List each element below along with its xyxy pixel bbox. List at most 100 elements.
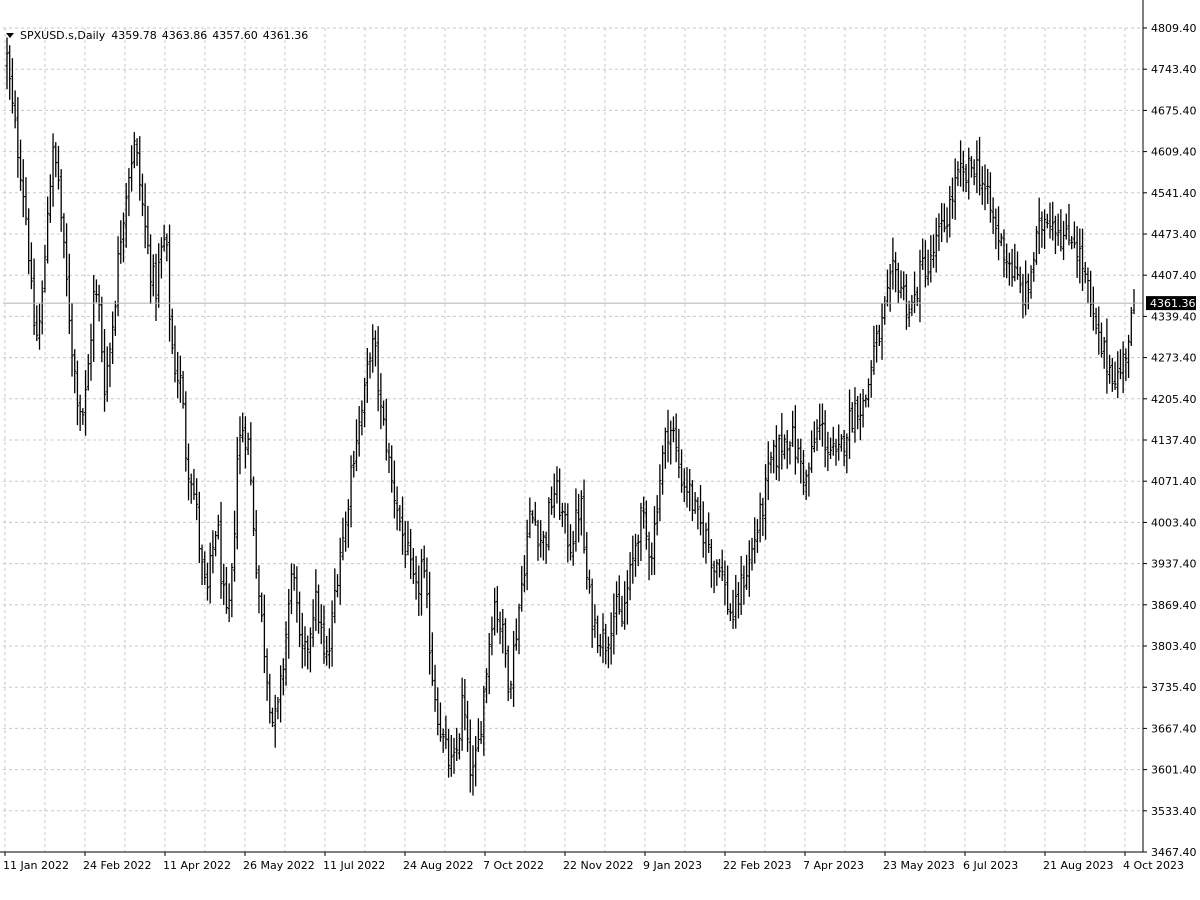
- price-bar: [322, 605, 326, 664]
- price-bar: [235, 437, 239, 550]
- price-bar: [1110, 357, 1114, 392]
- price-bar: [853, 387, 857, 443]
- price-bar: [506, 645, 510, 702]
- price-bar: [468, 719, 472, 793]
- price-bar: [1010, 248, 1014, 287]
- price-bar: [623, 581, 627, 630]
- price-bar: [390, 445, 394, 493]
- price-bar: [490, 616, 494, 656]
- price-bar: [411, 548, 415, 584]
- price-bar: [712, 560, 716, 594]
- price-bar: [807, 462, 811, 497]
- price-bar: [392, 460, 396, 519]
- y-tick-label: 4003.40: [1151, 516, 1197, 529]
- price-bar: [67, 253, 71, 335]
- price-bar: [913, 271, 917, 314]
- price-bar: [197, 491, 201, 564]
- price-bar: [306, 635, 310, 670]
- high-value: 4363.86: [161, 28, 208, 42]
- price-bar: [707, 512, 711, 554]
- price-bar: [224, 567, 228, 614]
- price-bar: [1118, 349, 1122, 380]
- price-bar: [208, 542, 212, 604]
- price-bar: [35, 305, 39, 342]
- price-bar: [671, 416, 675, 443]
- price-bar: [165, 233, 169, 262]
- price-bar: [839, 434, 843, 452]
- price-bar: [341, 517, 345, 561]
- price-bar: [555, 466, 559, 504]
- price-bar: [885, 269, 889, 307]
- price-bar: [463, 679, 467, 731]
- price-bar: [384, 398, 388, 461]
- price-bar: [761, 497, 765, 537]
- price-bar: [419, 549, 423, 616]
- price-bar: [243, 416, 247, 469]
- price-bar: [246, 432, 250, 456]
- price-bar: [907, 300, 911, 327]
- price-bar: [726, 565, 730, 615]
- price-bar: [29, 242, 33, 290]
- price-bar: [13, 90, 17, 129]
- price-bar: [1048, 202, 1052, 239]
- price-bar: [219, 501, 223, 599]
- price-bar: [452, 737, 456, 774]
- price-bar: [482, 685, 486, 756]
- price-bar: [276, 697, 280, 720]
- price-bar: [205, 562, 209, 601]
- price-bar: [84, 370, 88, 436]
- price-bar: [959, 140, 963, 187]
- price-bar: [132, 131, 136, 169]
- price-bar: [655, 495, 659, 536]
- price-bar: [522, 555, 526, 593]
- price-bar: [498, 611, 502, 645]
- price-bar: [861, 388, 865, 428]
- price-bar: [289, 563, 293, 615]
- price-bar: [357, 406, 361, 457]
- price-bar: [620, 595, 624, 627]
- price-bar: [338, 537, 342, 605]
- price-bar: [349, 455, 353, 528]
- price-bar: [764, 464, 768, 540]
- price-bar: [336, 574, 340, 598]
- price-bar: [631, 535, 635, 584]
- price-bar: [685, 467, 689, 508]
- price-bar: [810, 430, 814, 473]
- price-bar: [715, 559, 719, 586]
- price-bar: [189, 473, 193, 504]
- price-bar: [1013, 243, 1017, 282]
- price-bar: [292, 563, 296, 591]
- x-tick-label: 21 Aug 2023: [1043, 859, 1113, 872]
- price-bar: [395, 486, 399, 531]
- price-bar: [674, 413, 678, 463]
- price-bar: [27, 208, 31, 275]
- price-bar: [92, 275, 96, 362]
- price-bar: [896, 262, 900, 304]
- price-bar: [485, 668, 489, 704]
- price-bar: [108, 342, 112, 388]
- price-bar: [617, 575, 621, 615]
- price-bar: [747, 540, 751, 597]
- price-bar: [1086, 267, 1090, 304]
- price-bar: [495, 586, 499, 633]
- price-bar: [571, 530, 575, 566]
- low-value: 4357.60: [212, 28, 258, 42]
- price-bar: [184, 391, 188, 472]
- collapse-triangle-icon[interactable]: [6, 33, 14, 38]
- price-bar: [582, 479, 586, 554]
- y-tick-label: 4205.40: [1151, 393, 1197, 406]
- price-bar: [848, 389, 852, 459]
- price-bar: [222, 563, 226, 606]
- price-bar: [216, 514, 220, 540]
- price-bar: [1099, 322, 1103, 358]
- price-bar: [124, 182, 128, 248]
- price-bar: [1040, 211, 1044, 248]
- price-bar: [143, 183, 147, 249]
- x-tick-label: 11 Jan 2022: [3, 859, 69, 872]
- price-bar: [709, 539, 713, 588]
- price-bar: [666, 409, 670, 463]
- price-bar: [501, 608, 505, 654]
- price-bar: [62, 213, 66, 259]
